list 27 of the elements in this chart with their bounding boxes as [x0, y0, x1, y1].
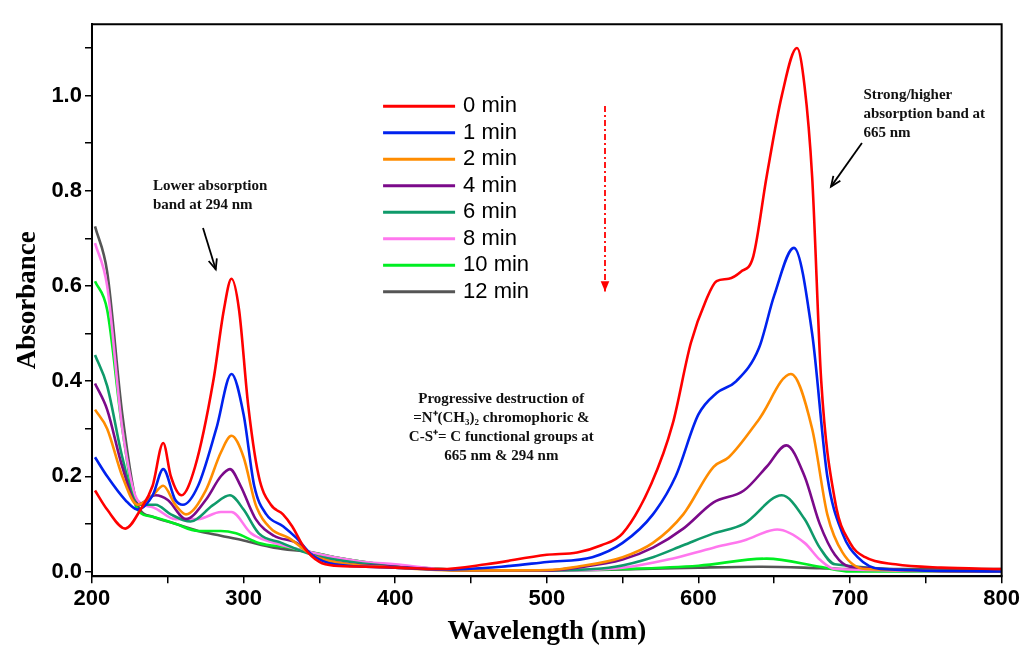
x-tick-label: 600	[680, 585, 717, 611]
y-tick-label: 0.8	[51, 176, 82, 202]
legend-label: 6 min	[463, 198, 517, 224]
x-tick-label: 300	[225, 585, 262, 611]
legend-label: 2 min	[463, 145, 517, 171]
y-axis-title: Absorbance	[11, 231, 42, 370]
legend-label: 10 min	[463, 251, 530, 277]
legend-label: 0 min	[463, 92, 517, 118]
legend-label: 4 min	[463, 171, 517, 197]
x-axis-title: Wavelength (nm)	[447, 614, 647, 645]
annotation: Progressive destruction of =N⁺(CH₃)₂ chromophoric & C-S⁺= C functional groups at 665 nm & 294 nm	[408, 389, 594, 463]
line-series	[93, 46, 1002, 571]
y-tick-label: 0.2	[51, 462, 82, 488]
legend-label: 12 min	[463, 277, 530, 303]
annotation: Lower absorption band at 294 nm	[152, 177, 268, 213]
annotation: Strong/higher absorption band at 665 nm	[863, 86, 986, 141]
y-tick-label: 1.0	[51, 81, 82, 107]
y-tick-label: 0.4	[51, 367, 83, 393]
x-tick-label: 200	[73, 585, 111, 611]
x-tick-label: 800	[983, 585, 1021, 611]
x-tick-label: 400	[376, 585, 414, 611]
legend-label: 1 min	[463, 118, 517, 144]
legend-label: 8 min	[463, 224, 517, 250]
y-tick-label: 0.0	[51, 557, 82, 583]
x-tick-label: 500	[528, 585, 566, 611]
x-tick-label: 700	[831, 585, 869, 611]
y-tick-label: 0.6	[51, 271, 82, 297]
